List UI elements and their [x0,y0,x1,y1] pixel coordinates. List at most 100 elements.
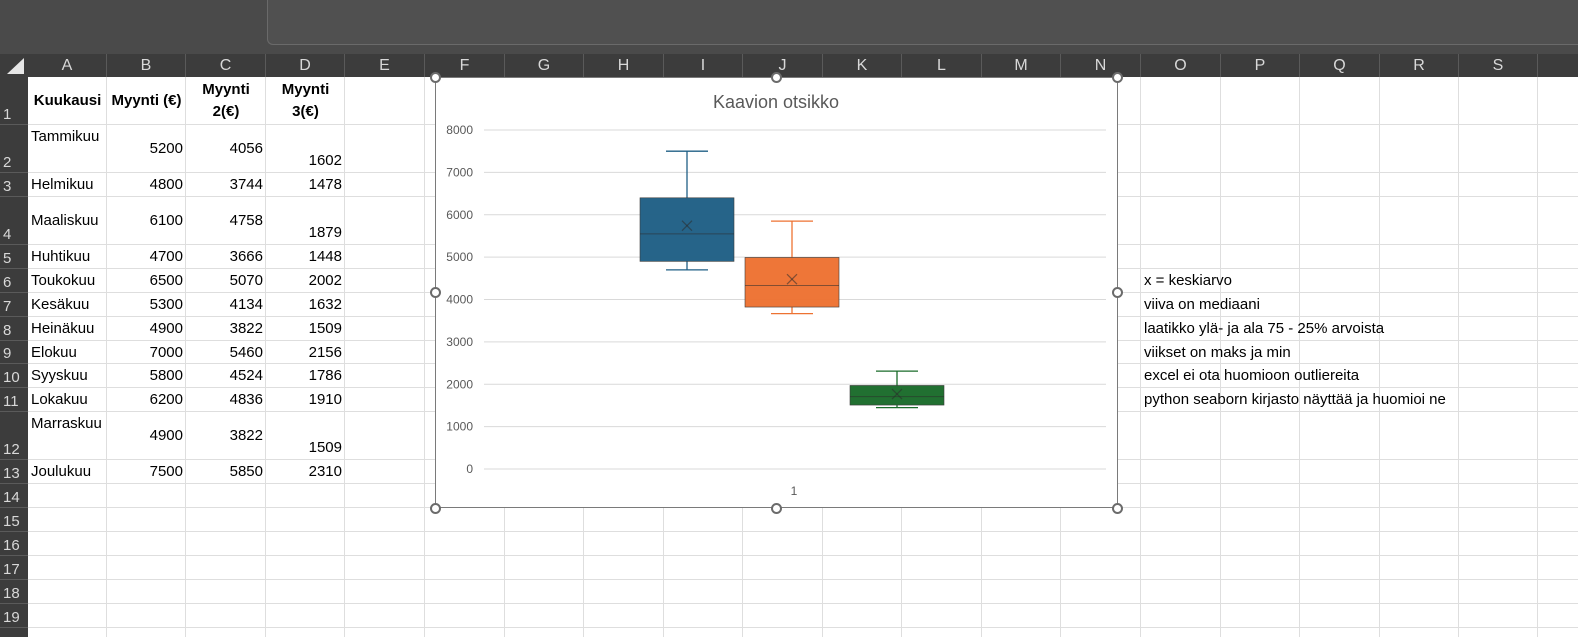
row-header-1[interactable]: 1 [0,77,28,125]
column-header-o[interactable]: O [1141,54,1221,77]
row-header-14[interactable]: 14 [0,484,28,508]
note-text[interactable]: x = keskiarvo [1144,272,1232,289]
sales-cell[interactable]: 4134 [229,296,263,313]
sales-cell[interactable]: 1786 [308,367,342,384]
chart-resize-handle-middle-left[interactable] [430,287,441,298]
month-cell[interactable]: Marraskuu [31,415,102,432]
row-header-10[interactable]: 10 [0,364,28,388]
month-cell[interactable]: Elokuu [31,344,77,361]
chart-resize-handle-bottom-right[interactable] [1112,503,1123,514]
month-cell[interactable]: Joulukuu [31,463,92,480]
column-header-p[interactable]: P [1221,54,1300,77]
column-header-q[interactable]: Q [1300,54,1380,77]
sales-cell[interactable]: 2156 [308,344,342,361]
sales-cell[interactable]: 4056 [229,140,263,157]
note-text[interactable]: viiva on mediaani [1144,296,1260,313]
row-header-6[interactable]: 6 [0,269,28,293]
sales-cell[interactable]: 1448 [308,248,342,265]
row-header-19[interactable]: 19 [0,604,28,628]
column-header-e[interactable]: E [345,54,425,77]
row-header-7[interactable]: 7 [0,293,28,317]
sales-cell[interactable]: 3666 [229,248,263,265]
sales-cell[interactable]: 1910 [308,391,342,408]
sales-cell[interactable]: 3744 [229,176,263,193]
column-header-k[interactable]: K [823,54,902,77]
sales-cell[interactable]: 3822 [229,427,263,444]
sales-cell[interactable]: 1602 [308,152,342,169]
note-text[interactable]: excel ei ota huomioon outliereita [1144,367,1360,384]
box-plot-chart[interactable]: Kaavion otsikko 0 1000 2000 3000 4000 5000 600… [435,77,1118,508]
column-header-h[interactable]: H [584,54,664,77]
note-text[interactable]: viikset on maks ja min [1144,344,1291,361]
formula-bar[interactable] [267,0,1578,45]
month-cell[interactable]: Toukokuu [31,272,96,289]
chart-resize-handle-top-center[interactable] [771,72,782,83]
sales-cell[interactable]: 5300 [149,296,183,313]
sales-cell[interactable]: 4758 [229,212,263,229]
sales-cell[interactable]: 5070 [229,272,263,289]
row-header-16[interactable]: 16 [0,532,28,556]
month-cell[interactable]: Lokakuu [31,391,88,408]
month-cell[interactable]: Tammikuu [31,128,100,145]
sales-cell[interactable]: 7500 [149,463,183,480]
sales-cell[interactable]: 2310 [308,463,342,480]
sales-cell[interactable]: 6100 [149,212,183,229]
sales-cell[interactable]: 5200 [149,140,183,157]
header-cell[interactable]: Myynti 3(€) [281,81,330,120]
sales-cell[interactable]: 1632 [308,296,342,313]
sales-cell[interactable]: 6200 [149,391,183,408]
row-header-13[interactable]: 13 [0,460,28,484]
sales-cell[interactable]: 1509 [308,320,342,337]
sales-cell[interactable]: 1879 [308,224,342,241]
row-header-17[interactable]: 17 [0,556,28,580]
month-cell[interactable]: Helmikuu [31,176,94,193]
row-header-11[interactable]: 11 [0,388,28,412]
column-header-b[interactable]: B [107,54,186,77]
sales-cell[interactable]: 4700 [149,248,183,265]
sales-cell[interactable]: 4836 [229,391,263,408]
column-header-j[interactable]: J [743,54,823,77]
row-header-3[interactable]: 3 [0,173,28,197]
chart-resize-handle-bottom-center[interactable] [771,503,782,514]
row-header-9[interactable]: 9 [0,341,28,364]
month-cell[interactable]: Huhtikuu [31,248,91,265]
row-header-4[interactable]: 4 [0,197,28,245]
header-cell[interactable]: Kuukausi [33,92,102,109]
row-header-8[interactable]: 8 [0,317,28,341]
column-header-n[interactable]: N [1061,54,1141,77]
sales-cell[interactable]: 3822 [229,320,263,337]
sales-cell[interactable]: 4900 [149,320,183,337]
header-cell[interactable]: Myynti (€) [111,92,182,109]
sales-cell[interactable]: 2002 [308,272,342,289]
sales-cell[interactable]: 4800 [149,176,183,193]
header-cell[interactable]: Myynti 2(€) [202,81,250,120]
chart-resize-handle-top-right[interactable] [1112,72,1123,83]
row-header-2[interactable]: 2 [0,125,28,173]
chart-resize-handle-middle-right[interactable] [1112,287,1123,298]
column-header-m[interactable]: M [982,54,1061,77]
month-cell[interactable]: Syyskuu [31,367,88,384]
month-cell[interactable]: Kesäkuu [31,296,90,313]
row-header-15[interactable]: 15 [0,508,28,532]
row-header-18[interactable]: 18 [0,580,28,604]
column-header-s[interactable]: S [1459,54,1538,77]
sales-cell[interactable]: 7000 [149,344,183,361]
row-header-5[interactable]: 5 [0,245,28,269]
sales-cell[interactable]: 5800 [149,367,183,384]
select-all-button[interactable] [0,54,28,77]
month-cell[interactable]: Heinäkuu [31,320,95,337]
chart-resize-handle-top-left[interactable] [430,72,441,83]
month-cell[interactable]: Maaliskuu [31,212,99,229]
row-header-12[interactable]: 12 [0,412,28,460]
column-header-g[interactable]: G [505,54,584,77]
chart-resize-handle-bottom-left[interactable] [430,503,441,514]
sales-cell[interactable]: 5460 [229,344,263,361]
column-header-l[interactable]: L [902,54,982,77]
note-text[interactable]: laatikko ylä- ja ala 75 - 25% arvoista [1144,320,1385,337]
sales-cell[interactable]: 4524 [229,367,263,384]
sales-cell[interactable]: 4900 [149,427,183,444]
sales-cell[interactable]: 6500 [149,272,183,289]
note-text[interactable]: python seaborn kirjasto näyttää ja huomi… [1144,391,1446,408]
column-header-a[interactable]: A [28,54,107,77]
sales-cell[interactable]: 1509 [308,439,342,456]
